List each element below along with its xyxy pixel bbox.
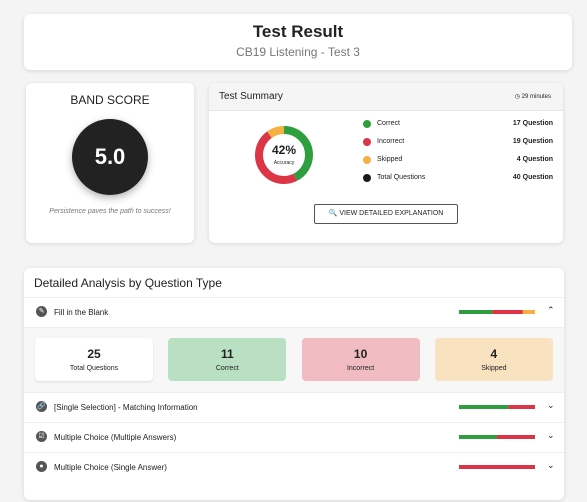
bar-segment	[497, 435, 535, 439]
legend-dot	[363, 156, 371, 164]
bar-segment	[508, 405, 535, 409]
unit: Question	[522, 138, 553, 145]
subtitle: CB19 Listening - Test 3	[236, 45, 360, 59]
donut	[255, 126, 313, 184]
motto: Persistence paves the path to success!	[49, 208, 171, 215]
analysis-title: Detailed Analysis by Question Type	[34, 276, 222, 290]
type-bar	[459, 405, 535, 409]
band-score: 5.0	[72, 119, 148, 195]
type-bar	[459, 435, 535, 439]
chevron: ⌃	[547, 305, 555, 315]
type-row[interactable]: ✎ Fill in the Blank ⌃	[24, 297, 564, 328]
count: 4	[516, 156, 521, 163]
analysis-card: Detailed Analysis by Question Type ✎ Fill…	[24, 268, 564, 500]
stat-box: 10 Incorrect	[301, 338, 420, 381]
stat-label: Incorrect	[346, 365, 375, 372]
stat-value: 4	[490, 347, 498, 361]
type-icon: ✎	[36, 306, 47, 317]
button-text: VIEW DETAILED EXPLANATION	[339, 210, 444, 217]
type-icon: ●	[36, 461, 47, 472]
unit: Question	[522, 156, 553, 163]
chevron: ⌄	[547, 430, 555, 440]
time: ◷ 29 minutes	[514, 94, 551, 100]
type-icon: ☑	[36, 431, 47, 442]
stat-box: 4 Skipped	[434, 338, 553, 381]
type-name: [Single Selection] - Matching Informatio…	[54, 403, 198, 412]
band-label: BAND SCORE	[70, 93, 150, 107]
type-row[interactable]: ● Multiple Choice (Single Answer) ⌄	[24, 452, 564, 483]
bar-segment	[459, 405, 509, 409]
bar-segment	[492, 310, 523, 314]
legend-name: Skipped	[377, 156, 403, 163]
type-details: 25 Total Questions 11 Correct 10 Incorrect 4 Sk…	[24, 327, 564, 393]
chevron: ⌄	[547, 400, 555, 410]
stat-box: 11 Correct	[168, 338, 287, 381]
bar-segment	[459, 465, 535, 469]
bar-segment	[459, 310, 493, 314]
chevron: ⌄	[547, 460, 555, 470]
accuracy-label: Accuracy	[273, 160, 295, 166]
time-text: 29 minutes	[521, 94, 551, 100]
type-bar	[459, 310, 535, 314]
bar-segment	[459, 435, 497, 439]
type-name: Multiple Choice (Multiple Answers)	[54, 433, 177, 442]
stat-label: Correct	[215, 365, 239, 372]
legend-item: Skipped 4 Question	[363, 155, 553, 173]
page-title: Test Result	[252, 22, 344, 41]
header-card: Test Result CB19 Listening - Test 3	[24, 14, 572, 70]
legend-item: Total Questions 40 Question	[363, 173, 553, 191]
count: 40	[512, 174, 521, 181]
stat-value: 11	[220, 347, 234, 361]
legend-name: Incorrect	[377, 138, 405, 145]
stat-value: 10	[353, 347, 368, 361]
type-name: Fill in the Blank	[54, 308, 109, 317]
unit: Question	[522, 174, 553, 181]
legend-item: Correct 17 Question	[363, 119, 553, 137]
legend-dot	[363, 138, 371, 146]
summary-card: Test Summary ◷ 29 minutes 42% Accuracy C…	[209, 83, 563, 243]
legend-item: Incorrect 19 Question	[363, 137, 553, 155]
stat-box: 25 Total Questions	[35, 338, 153, 381]
legend-dot	[363, 120, 371, 128]
bar-segment	[522, 310, 535, 314]
accuracy: 42%	[271, 143, 297, 157]
legend-count: 4 Question	[517, 155, 553, 165]
type-name: Multiple Choice (Single Answer)	[54, 463, 167, 472]
unit: Question	[522, 120, 553, 127]
type-row[interactable]: 🔗 [Single Selection] - Matching Informati…	[24, 392, 564, 423]
type-bar	[459, 465, 535, 469]
stat-label: Total Questions	[69, 365, 119, 372]
band-card: BAND SCORE 5.0 Persistence paves the pat…	[26, 83, 194, 243]
legend-count: 17 Question	[513, 119, 553, 129]
legend-name: Total Questions	[377, 174, 426, 181]
summary-title: Test Summary	[219, 91, 283, 102]
donut-arc	[255, 126, 313, 184]
explanation-button[interactable]: 🔍 VIEW DETAILED EXPLANATION	[314, 204, 458, 224]
stat-label: Skipped	[481, 365, 507, 372]
legend: Correct 17 Question Incorrect 19 Question Sk…	[363, 119, 553, 191]
type-row[interactable]: ☑ Multiple Choice (Multiple Answers) ⌄	[24, 422, 564, 453]
stat-value: 25	[87, 347, 101, 361]
summary-header	[209, 83, 563, 111]
type-icon: 🔗	[36, 401, 47, 412]
donut-arc	[255, 126, 313, 184]
count: 17	[512, 120, 521, 127]
legend-count: 19 Question	[513, 137, 553, 147]
legend-dot	[363, 174, 371, 182]
count: 19	[512, 138, 521, 145]
legend-name: Correct	[377, 120, 400, 127]
legend-count: 40 Question	[513, 173, 553, 183]
